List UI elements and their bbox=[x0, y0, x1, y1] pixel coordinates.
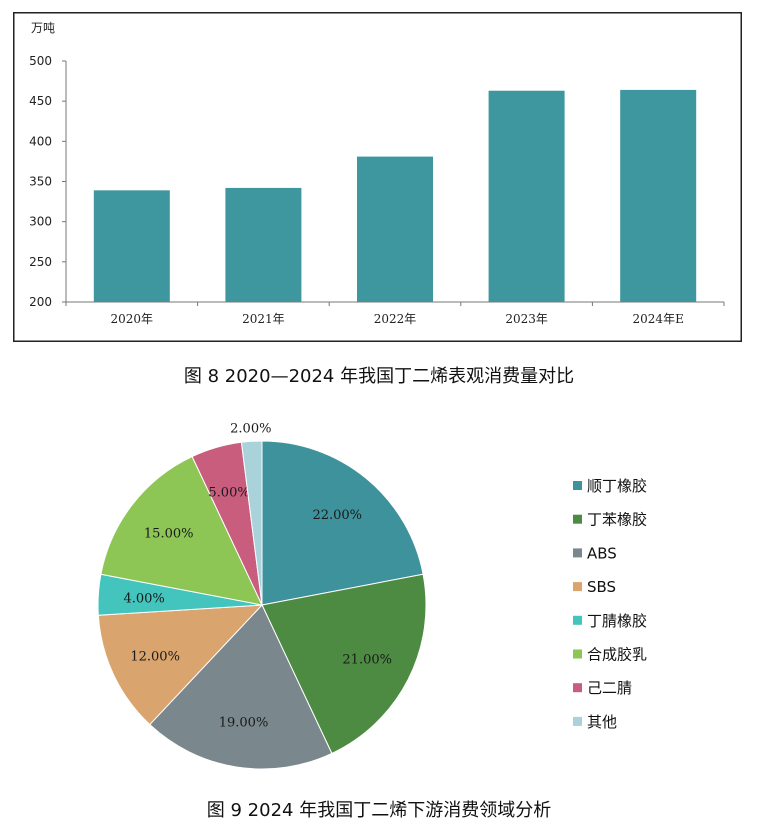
bar-2023年 bbox=[488, 90, 565, 303]
x-category-label: 2024年E bbox=[633, 312, 684, 326]
y-tick-label: 400 bbox=[29, 134, 52, 148]
x-category-label: 2021年 bbox=[242, 312, 285, 326]
pie-slice-value-label: 4.00% bbox=[123, 592, 164, 607]
pie-slice-value-label: 19.00% bbox=[219, 716, 269, 731]
pie-slice-顺丁橡胶 bbox=[261, 440, 424, 606]
legend-swatch bbox=[573, 582, 582, 592]
legend-swatch bbox=[573, 481, 582, 490]
legend-swatch bbox=[573, 649, 582, 659]
y-tick-label: 450 bbox=[29, 94, 52, 108]
legend-label: 己二腈 bbox=[587, 679, 632, 697]
bar-2022年 bbox=[357, 156, 433, 302]
bar-chart-caption: 图 8 2020—2024 年我国丁二烯表观消费量对比 bbox=[183, 366, 575, 387]
y-axis-unit-label: 万吨 bbox=[31, 21, 55, 35]
legend-label: 其他 bbox=[587, 713, 617, 731]
pie-slice-value-label: 5.00% bbox=[208, 486, 249, 501]
x-category-label: 2023年 bbox=[505, 312, 548, 326]
legend-label: 丁苯橡胶 bbox=[587, 511, 647, 529]
pie-slice-value-label: 2.00% bbox=[230, 421, 271, 436]
legend-label: 丁腈橡胶 bbox=[587, 612, 647, 630]
pie-slice-ABS bbox=[149, 604, 333, 770]
y-tick-label: 350 bbox=[29, 175, 52, 189]
pie-slice-value-label: 22.00% bbox=[312, 508, 362, 523]
legend-swatch bbox=[573, 716, 582, 726]
pie-slice-value-label: 12.00% bbox=[130, 649, 180, 664]
legend-swatch bbox=[573, 615, 582, 625]
legend-label: SBS bbox=[587, 578, 616, 596]
x-category-label: 2022年 bbox=[374, 312, 417, 326]
bar-2020年 bbox=[93, 190, 170, 302]
consumption-bar-chart: 万吨 200 250 300 350 400 450 500 2020年 2021年 2022年 20… bbox=[13, 12, 742, 342]
y-tick-label: 250 bbox=[29, 255, 52, 269]
legend-label: 顺丁橡胶 bbox=[587, 477, 647, 495]
y-tick-label: 300 bbox=[29, 215, 52, 229]
pie-slice-value-label: 21.00% bbox=[342, 653, 392, 668]
pie-slice-value-label: 15.00% bbox=[144, 527, 194, 542]
y-tick-label: 500 bbox=[29, 54, 52, 68]
legend-label: 合成胶乳 bbox=[587, 646, 647, 664]
legend-swatch bbox=[573, 548, 582, 558]
pie-slice-合成胶乳 bbox=[100, 455, 263, 606]
downstream-pie-chart: 22.00% 21.00% 19.00% 12.00% 4.00% 15.00% 5.00%… bbox=[86, 410, 672, 778]
pie-chart-caption: 图 9 2024 年我国丁二烯下游消费领域分析 bbox=[206, 800, 552, 821]
x-category-label: 2020年 bbox=[111, 312, 154, 326]
legend-swatch bbox=[573, 514, 582, 524]
bar-2021年 bbox=[225, 187, 302, 302]
bar-2024年E bbox=[620, 89, 697, 302]
y-tick-label: 200 bbox=[29, 295, 52, 309]
legend-swatch bbox=[573, 683, 582, 693]
pie-slice-其他 bbox=[240, 440, 263, 606]
pie-slice-丁苯橡胶 bbox=[261, 573, 427, 755]
pie-slice-SBS bbox=[97, 604, 264, 726]
legend-label: ABS bbox=[587, 544, 617, 562]
